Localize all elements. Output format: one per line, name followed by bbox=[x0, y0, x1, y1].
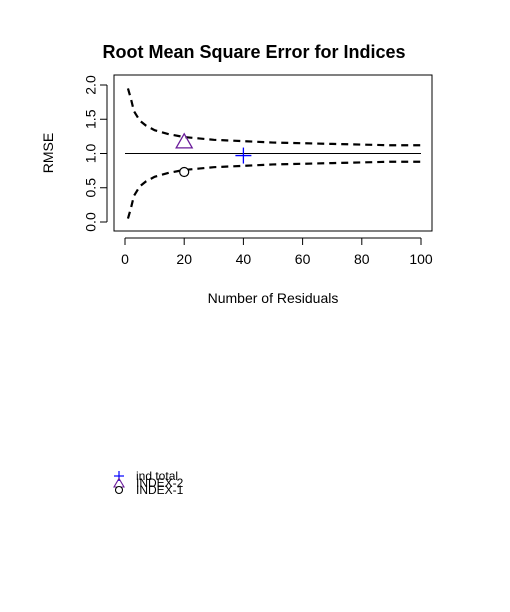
x-tick-label: 20 bbox=[176, 251, 192, 267]
x-axis-label: Number of Residuals bbox=[208, 290, 339, 306]
bounds-group bbox=[126, 88, 421, 219]
y-tick-label: 1.0 bbox=[83, 144, 99, 164]
x-tick-label: 0 bbox=[121, 251, 129, 267]
x-tick-label: 40 bbox=[236, 251, 252, 267]
y-tick-label: 1.5 bbox=[83, 109, 99, 129]
x-tick-label: 80 bbox=[354, 251, 370, 267]
plot-frame bbox=[113, 74, 433, 232]
lower-bound-line bbox=[126, 160, 421, 219]
x-tick-label: 60 bbox=[295, 251, 311, 267]
legend-label: INDEX-1 bbox=[136, 483, 184, 497]
y-axis-label: RMSE bbox=[40, 133, 56, 173]
legend-label: INDEX-2 bbox=[136, 476, 184, 490]
y-tick-label: 2.0 bbox=[83, 75, 99, 95]
x-tick-label: 100 bbox=[409, 251, 433, 267]
legend-label: ind total bbox=[136, 469, 179, 483]
y-tick-label: 0.0 bbox=[83, 212, 99, 232]
upper-bound-line bbox=[126, 88, 421, 147]
points-group bbox=[175, 132, 252, 178]
chart-title: Root Mean Square Error for Indices bbox=[102, 42, 405, 62]
circle-icon bbox=[114, 485, 124, 495]
axes: 0 20 40 60 80 100 0.0 0.5 1.0 1.5 2.0 bbox=[83, 75, 433, 267]
y-tick-label: 0.5 bbox=[83, 178, 99, 198]
point-index-1 bbox=[179, 166, 190, 178]
point-index-2 bbox=[175, 132, 194, 149]
point-ind-total bbox=[235, 147, 252, 164]
